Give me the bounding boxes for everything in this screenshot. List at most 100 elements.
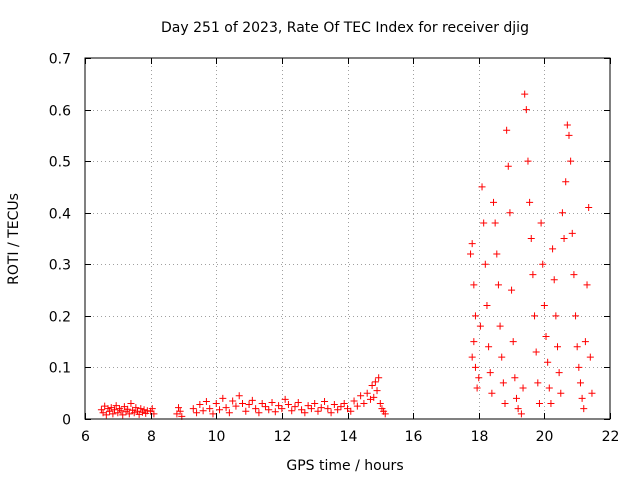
y-tick-label: 0.7 [49,52,71,68]
data-point [467,250,475,258]
data-point [572,312,580,320]
data-point [311,400,319,408]
data-point [298,406,306,414]
data-point [481,260,489,268]
data-point [588,389,596,397]
data-point [357,392,365,400]
data-point [125,410,133,418]
data-point [371,378,379,386]
data-point [550,276,558,284]
data-point [554,343,561,351]
data-point [109,410,117,418]
data-point [373,387,381,395]
data-point [130,409,138,417]
data-point [353,402,361,410]
data-point [499,379,507,387]
data-point [540,302,548,310]
x-tick-label: 18 [471,429,489,445]
data-point [576,379,584,387]
data-point [248,396,256,404]
data-point [294,398,302,406]
data-point [563,121,571,129]
data-point [235,392,243,400]
data-point [117,407,125,415]
data-point [504,162,512,170]
data-point [212,400,220,408]
data-point [508,286,516,294]
data-point [560,235,568,242]
data-point [526,198,534,206]
data-point [261,403,269,411]
data-point [317,404,325,412]
data-point [216,406,224,414]
data-point [239,400,246,408]
data-point [360,400,368,408]
data-point [281,395,289,403]
data-point [370,393,378,401]
data-point [542,332,550,340]
chart-title: Day 251 of 2023, Rate Of TEC Index for r… [161,20,529,36]
data-point [568,229,576,237]
data-point [140,406,148,414]
data-point [368,381,376,389]
data-point [350,397,358,405]
data-point [468,353,476,361]
data-point [490,198,498,206]
data-point [580,405,588,413]
data-point [112,402,120,410]
data-point [545,384,553,392]
data-point [143,407,151,415]
data-point [232,402,240,410]
data-point [327,409,335,417]
data-point [242,407,250,415]
x-tick-label: 22 [602,429,620,445]
x-tick-label: 8 [147,429,156,445]
data-point [363,389,371,397]
data-point [193,409,201,417]
data-point [148,405,156,413]
x-axis-title: GPS time / hours [286,458,403,474]
data-point [471,312,479,320]
data-point [284,401,292,409]
data-point [127,400,135,408]
data-point [539,260,547,268]
data-point [334,406,342,414]
data-point [473,384,481,392]
data-point [555,369,563,377]
ticks-layer: 6 8 10 12 14 16 18 20 22 0 0.1 0.2 0.3 0.4 0.5 0.6 0.7 [49,52,620,446]
data-point [494,281,502,289]
data-point [581,338,589,346]
x-tick-label: 14 [340,429,358,445]
data-point [503,126,511,134]
data-point [498,353,506,361]
data-point [137,405,145,413]
data-point [111,406,119,414]
data-point [532,348,540,356]
data-point [534,379,542,387]
y-tick-label: 0 [62,413,71,429]
x-tick-label: 20 [536,429,554,445]
data-point [535,400,543,408]
data-point [470,281,478,289]
data-point [229,397,237,405]
data-point [491,219,499,227]
data-point [478,183,486,191]
data-point [476,322,484,330]
data-point [330,401,338,409]
y-tick-label: 0.2 [49,310,71,326]
data-point [288,407,296,415]
data-point [301,409,309,417]
data-point [519,384,527,392]
data-point [199,407,207,415]
data-point [585,204,593,212]
data-point [324,405,332,413]
data-point [196,401,204,409]
data-point [511,374,519,382]
data-point [337,403,345,411]
data-point [268,398,276,406]
x-tick-label: 6 [81,429,90,445]
data-point [209,410,217,418]
data-point [521,90,529,98]
